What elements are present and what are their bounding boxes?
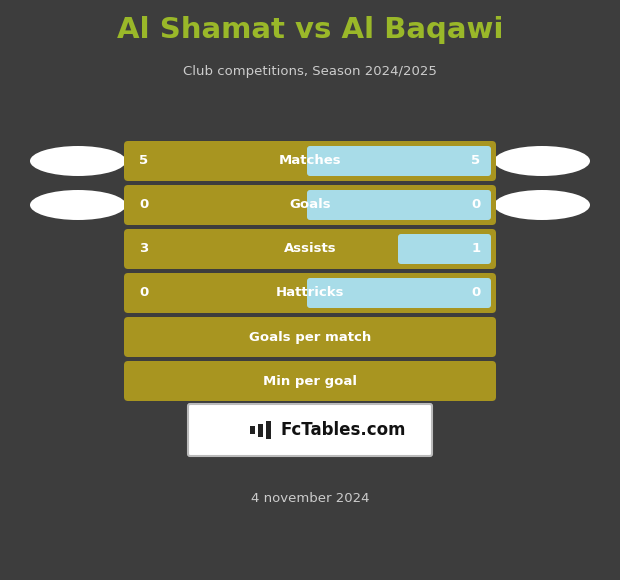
Text: Min per goal: Min per goal: [263, 375, 357, 387]
FancyBboxPatch shape: [124, 273, 496, 313]
Text: 4 november 2024: 4 november 2024: [250, 491, 370, 505]
Text: Matches: Matches: [278, 154, 342, 168]
FancyBboxPatch shape: [398, 234, 491, 264]
Text: 5: 5: [140, 154, 149, 168]
Text: 1: 1: [471, 242, 480, 256]
FancyBboxPatch shape: [124, 185, 496, 225]
Ellipse shape: [494, 146, 590, 176]
Text: Goals per match: Goals per match: [249, 331, 371, 343]
Ellipse shape: [30, 190, 126, 220]
Ellipse shape: [494, 190, 590, 220]
FancyBboxPatch shape: [124, 229, 496, 269]
FancyBboxPatch shape: [307, 278, 491, 308]
Ellipse shape: [30, 146, 126, 176]
Text: FcTables.com: FcTables.com: [280, 421, 405, 439]
Text: 3: 3: [140, 242, 149, 256]
FancyBboxPatch shape: [124, 141, 496, 181]
FancyBboxPatch shape: [307, 190, 491, 220]
Text: Hattricks: Hattricks: [276, 287, 344, 299]
Text: Club competitions, Season 2024/2025: Club competitions, Season 2024/2025: [183, 66, 437, 78]
Bar: [250, 426, 255, 434]
FancyBboxPatch shape: [124, 361, 496, 401]
Text: Al Shamat vs Al Baqawi: Al Shamat vs Al Baqawi: [117, 16, 503, 44]
FancyBboxPatch shape: [124, 317, 496, 357]
Bar: [266, 421, 271, 439]
Text: 0: 0: [471, 198, 480, 212]
FancyBboxPatch shape: [188, 404, 432, 456]
Text: 0: 0: [140, 287, 149, 299]
Text: Goals: Goals: [289, 198, 331, 212]
Text: 0: 0: [140, 198, 149, 212]
FancyBboxPatch shape: [307, 146, 491, 176]
Text: 0: 0: [471, 287, 480, 299]
Text: 5: 5: [471, 154, 480, 168]
Text: Assists: Assists: [284, 242, 336, 256]
Bar: [258, 423, 263, 437]
